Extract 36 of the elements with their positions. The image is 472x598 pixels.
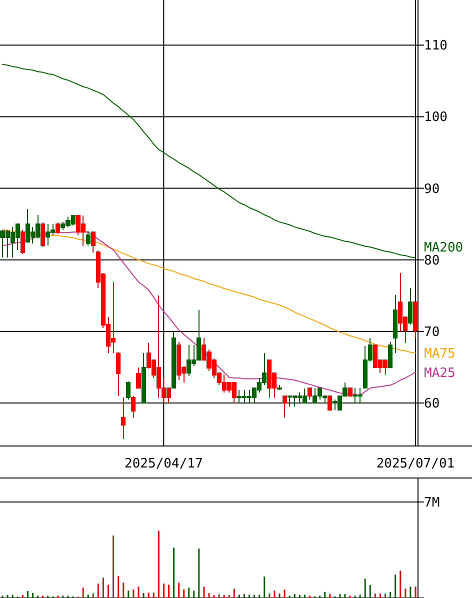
candlestick (307, 388, 312, 400)
candlestick (171, 332, 176, 390)
y-tick-label: 60 (424, 396, 440, 412)
candlestick (136, 366, 141, 390)
candlestick (126, 381, 131, 400)
series-label: MA25 (424, 366, 456, 381)
series-label: MA75 (424, 346, 456, 362)
candlestick (328, 395, 332, 411)
candlestick (393, 294, 398, 354)
y-tick-label: 80 (424, 253, 440, 268)
x-tick-label: 2025/07/01 (376, 456, 455, 472)
candlestick (40, 222, 46, 248)
candlestick (388, 342, 393, 368)
candlestick (348, 388, 352, 396)
candlestick (131, 395, 136, 418)
line-series (2, 231, 416, 396)
candlestick (56, 222, 60, 235)
x-tick-label: 2025/04/17 (124, 456, 203, 472)
candlestick (141, 352, 146, 404)
series-label: MA200 (424, 240, 464, 256)
line-series (2, 64, 416, 258)
y-tick-label: 100 (424, 110, 448, 126)
y-tick-label: 90 (424, 182, 440, 197)
y-tick-label: 70 (424, 325, 440, 340)
candlestick (86, 230, 90, 246)
candlestick (282, 395, 287, 418)
candlestick (20, 229, 25, 255)
line-series (2, 229, 416, 354)
candlestick (90, 231, 96, 254)
candlestick (413, 302, 418, 338)
candlestick (121, 396, 126, 440)
candlestick (116, 352, 121, 396)
y-tick-label: 7M (424, 496, 440, 511)
candlestick (277, 384, 282, 391)
y-tick-label: 110 (424, 38, 448, 54)
candlestick (408, 287, 413, 325)
